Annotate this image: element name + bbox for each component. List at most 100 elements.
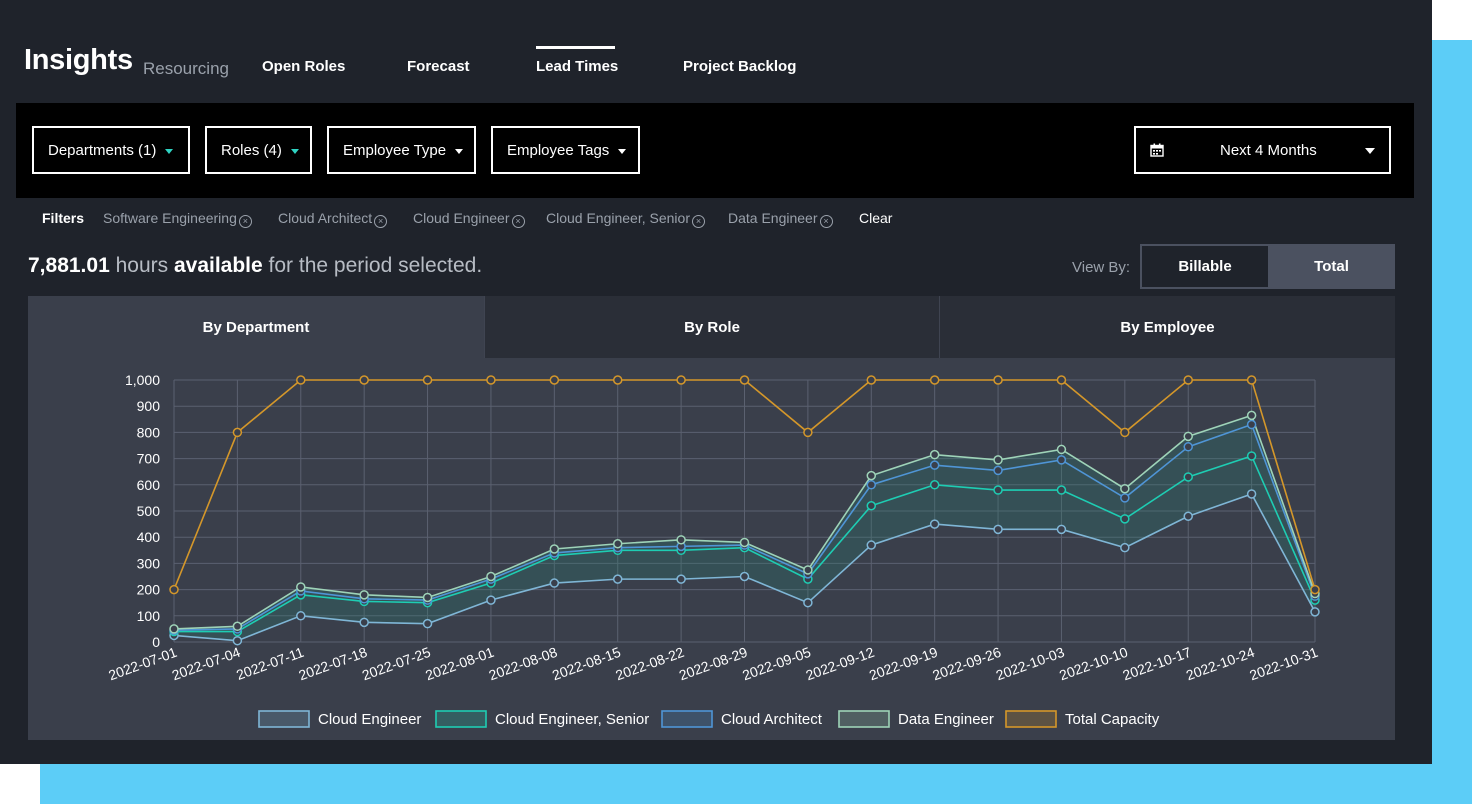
data-point-cloud-architect[interactable] bbox=[1246, 419, 1257, 430]
data-point-cloud-architect[interactable] bbox=[866, 480, 877, 490]
data-point-cloud-engineer[interactable] bbox=[1246, 489, 1257, 499]
data-point-total-capacity[interactable] bbox=[232, 427, 243, 438]
data-point-cloud-engineer[interactable] bbox=[296, 611, 306, 621]
data-point-data-engineer[interactable] bbox=[739, 537, 750, 548]
data-point-data-engineer[interactable] bbox=[1120, 483, 1130, 494]
data-point-cloud-engineer-senior[interactable] bbox=[1120, 514, 1130, 524]
data-point-cloud-engineer[interactable] bbox=[803, 597, 813, 608]
data-point-cloud-architect[interactable] bbox=[1120, 493, 1130, 503]
data-point-total-capacity[interactable] bbox=[676, 375, 686, 385]
legend-item[interactable]: Cloud Architect bbox=[661, 710, 823, 728]
employee-tags-dropdown[interactable]: Employee Tags bbox=[491, 126, 640, 174]
data-point-cloud-engineer-senior[interactable] bbox=[929, 480, 940, 490]
data-point-data-engineer[interactable] bbox=[803, 565, 813, 575]
data-point-data-engineer[interactable] bbox=[486, 571, 496, 582]
data-point-data-engineer[interactable] bbox=[676, 535, 686, 545]
tab-project-backlog[interactable]: Project Backlog bbox=[683, 58, 797, 75]
filter-chip[interactable]: Cloud Architect × bbox=[278, 210, 388, 228]
data-point-total-capacity[interactable] bbox=[739, 375, 750, 385]
remove-icon[interactable]: × bbox=[511, 215, 525, 228]
remove-icon[interactable]: × bbox=[819, 215, 833, 228]
data-point-cloud-engineer[interactable] bbox=[1183, 511, 1193, 521]
filter-chip[interactable]: Cloud Engineer × bbox=[413, 210, 525, 228]
employee-type-dropdown[interactable]: Employee Type bbox=[327, 126, 476, 174]
tab-by-role[interactable]: By Role bbox=[484, 296, 939, 358]
data-point-cloud-architect[interactable] bbox=[929, 460, 940, 470]
total-option[interactable]: Total bbox=[1314, 258, 1349, 275]
data-point-cloud-engineer[interactable] bbox=[866, 540, 877, 550]
data-point-total-capacity[interactable] bbox=[1310, 584, 1320, 595]
remove-icon[interactable]: × bbox=[238, 215, 252, 228]
period-dropdown[interactable]: Next 4 Months bbox=[1134, 126, 1391, 174]
data-point-data-engineer[interactable] bbox=[612, 539, 623, 549]
data-point-cloud-engineer[interactable] bbox=[549, 578, 560, 588]
data-point-cloud-engineer-senior[interactable] bbox=[866, 501, 877, 511]
data-point-total-capacity[interactable] bbox=[866, 375, 877, 385]
data-point-total-capacity[interactable] bbox=[929, 375, 940, 385]
filter-chip[interactable]: Data Engineer × bbox=[728, 210, 833, 228]
data-point-cloud-engineer[interactable] bbox=[1310, 607, 1320, 617]
data-point-data-engineer[interactable] bbox=[866, 470, 877, 481]
data-point-data-engineer[interactable] bbox=[232, 621, 243, 632]
billable-option[interactable]: Billable bbox=[1142, 246, 1268, 287]
data-point-cloud-engineer[interactable] bbox=[359, 617, 369, 628]
data-point-total-capacity[interactable] bbox=[486, 375, 496, 385]
data-point-data-engineer[interactable] bbox=[296, 582, 306, 592]
data-point-total-capacity[interactable] bbox=[1120, 427, 1130, 438]
data-point-cloud-engineer[interactable] bbox=[486, 595, 496, 605]
data-point-cloud-engineer[interactable] bbox=[993, 524, 1003, 535]
data-point-total-capacity[interactable] bbox=[1246, 375, 1257, 385]
departments-dropdown[interactable]: Departments (1) bbox=[32, 126, 190, 174]
tab-lead-times[interactable]: Lead Times bbox=[536, 58, 619, 75]
data-point-data-engineer[interactable] bbox=[1183, 431, 1193, 442]
data-point-cloud-engineer-senior[interactable] bbox=[993, 485, 1003, 495]
data-point-total-capacity[interactable] bbox=[803, 427, 813, 438]
legend-item[interactable]: Data Engineer bbox=[838, 710, 994, 728]
data-point-total-capacity[interactable] bbox=[1056, 375, 1067, 385]
data-point-data-engineer[interactable] bbox=[1246, 410, 1257, 421]
clear-filters-link[interactable]: Clear bbox=[859, 210, 893, 226]
data-point-total-capacity[interactable] bbox=[169, 584, 179, 595]
data-point-cloud-engineer-senior[interactable] bbox=[1056, 485, 1067, 495]
data-point-total-capacity[interactable] bbox=[993, 375, 1003, 385]
data-point-total-capacity[interactable] bbox=[296, 375, 306, 385]
data-point-data-engineer[interactable] bbox=[422, 592, 433, 603]
data-point-cloud-engineer-senior[interactable] bbox=[1183, 472, 1193, 482]
data-point-data-engineer[interactable] bbox=[929, 449, 940, 460]
tab-by-employee[interactable]: By Employee bbox=[939, 296, 1395, 358]
data-point-cloud-engineer[interactable] bbox=[1120, 542, 1130, 553]
remove-icon[interactable]: × bbox=[374, 215, 388, 228]
data-point-total-capacity[interactable] bbox=[1183, 375, 1193, 385]
data-point-total-capacity[interactable] bbox=[359, 375, 369, 385]
data-point-cloud-engineer[interactable] bbox=[232, 635, 243, 646]
legend-item[interactable]: Cloud Engineer, Senior bbox=[435, 710, 649, 728]
data-point-total-capacity[interactable] bbox=[549, 375, 560, 385]
filter-chip[interactable]: Software Engineering × bbox=[103, 210, 252, 228]
roles-dropdown[interactable]: Roles (4) bbox=[205, 126, 312, 174]
data-point-cloud-architect[interactable] bbox=[1056, 455, 1067, 465]
data-point-cloud-engineer[interactable] bbox=[676, 574, 686, 584]
filter-chip[interactable]: Cloud Engineer, Senior × bbox=[546, 210, 705, 228]
data-point-total-capacity[interactable] bbox=[612, 375, 623, 385]
data-point-cloud-engineer-senior[interactable] bbox=[1246, 451, 1257, 461]
data-point-data-engineer[interactable] bbox=[169, 624, 179, 634]
data-point-data-engineer[interactable] bbox=[1056, 444, 1067, 455]
data-point-total-capacity[interactable] bbox=[422, 375, 433, 385]
data-point-cloud-architect[interactable] bbox=[993, 465, 1003, 476]
data-point-cloud-architect[interactable] bbox=[1183, 442, 1193, 452]
data-point-cloud-engineer[interactable] bbox=[1056, 524, 1067, 535]
tab-by-department[interactable]: By Department bbox=[28, 296, 484, 358]
legend-item[interactable]: Cloud Engineer bbox=[258, 710, 421, 728]
data-point-data-engineer[interactable] bbox=[993, 455, 1003, 465]
data-point-data-engineer[interactable] bbox=[549, 544, 560, 554]
legend-item[interactable]: Total Capacity bbox=[1005, 710, 1160, 728]
data-point-cloud-engineer[interactable] bbox=[739, 571, 750, 582]
data-point-data-engineer[interactable] bbox=[359, 590, 369, 600]
x-tick-label: 2022-08-22 bbox=[613, 644, 686, 684]
data-point-cloud-engineer[interactable] bbox=[929, 519, 940, 529]
data-point-cloud-engineer[interactable] bbox=[612, 574, 623, 584]
data-point-cloud-engineer[interactable] bbox=[422, 618, 433, 629]
tab-forecast[interactable]: Forecast bbox=[407, 58, 470, 75]
remove-icon[interactable]: × bbox=[692, 215, 705, 228]
tab-open-roles[interactable]: Open Roles bbox=[262, 58, 346, 75]
